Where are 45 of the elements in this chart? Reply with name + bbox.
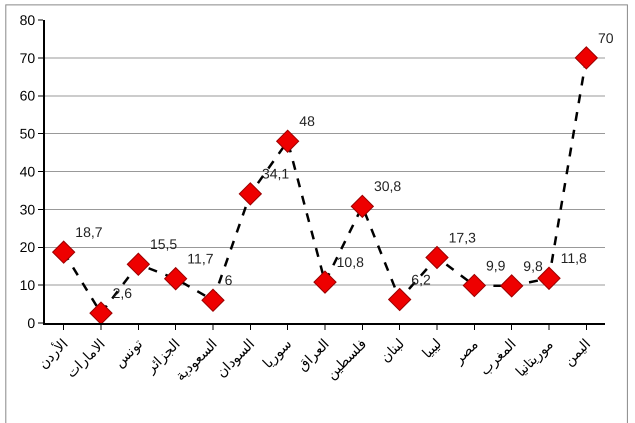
data-label: 9,9 <box>486 257 506 274</box>
point <box>126 252 150 276</box>
x-tick-label: الأردن <box>34 334 72 372</box>
y-tick-label: 50 <box>20 126 36 142</box>
x-tick-label: سوريا <box>259 336 296 372</box>
point <box>238 182 262 206</box>
data-label: 11,7 <box>187 250 214 267</box>
x-tick-label: اليمن <box>560 336 594 370</box>
point <box>164 267 188 290</box>
x-tick-label: مصر <box>450 336 482 368</box>
data-label: 48 <box>299 113 316 130</box>
point <box>388 288 412 312</box>
x-tick-label: ليبيا <box>418 336 444 362</box>
data-label: 6 <box>224 272 233 288</box>
data-label: 18,7 <box>75 224 103 240</box>
x-tick-label: لبنان <box>377 336 407 366</box>
data-label: 10,8 <box>336 254 364 270</box>
point <box>201 288 225 312</box>
y-tick-label: 10 <box>20 277 36 294</box>
point <box>462 274 486 298</box>
data-label: 30,8 <box>374 178 402 194</box>
point <box>276 130 300 153</box>
data-label: 15,5 <box>150 236 178 252</box>
y-tick-label: 60 <box>20 88 36 104</box>
x-tick-label: العراق <box>294 336 333 374</box>
y-tick-label: 70 <box>20 50 36 66</box>
data-label: 11,8 <box>560 250 588 266</box>
x-tick-label: تونس <box>110 336 146 371</box>
point <box>89 302 113 325</box>
y-tick-label: 40 <box>20 163 36 180</box>
point <box>313 270 337 294</box>
data-label: 34,1 <box>262 166 290 182</box>
point <box>350 194 374 218</box>
data-label: 17,3 <box>448 229 476 246</box>
data-label: 70 <box>598 30 614 46</box>
data-label: 9,8 <box>523 258 543 274</box>
point <box>500 274 524 298</box>
point <box>425 246 449 270</box>
y-tick-label: 30 <box>20 201 36 218</box>
y-tick-label: 0 <box>27 314 36 331</box>
data-label: 6,2 <box>411 271 431 288</box>
point <box>574 46 598 70</box>
y-tick-label: 20 <box>20 239 36 256</box>
point <box>52 240 76 264</box>
y-tick-label: 80 <box>20 12 36 28</box>
